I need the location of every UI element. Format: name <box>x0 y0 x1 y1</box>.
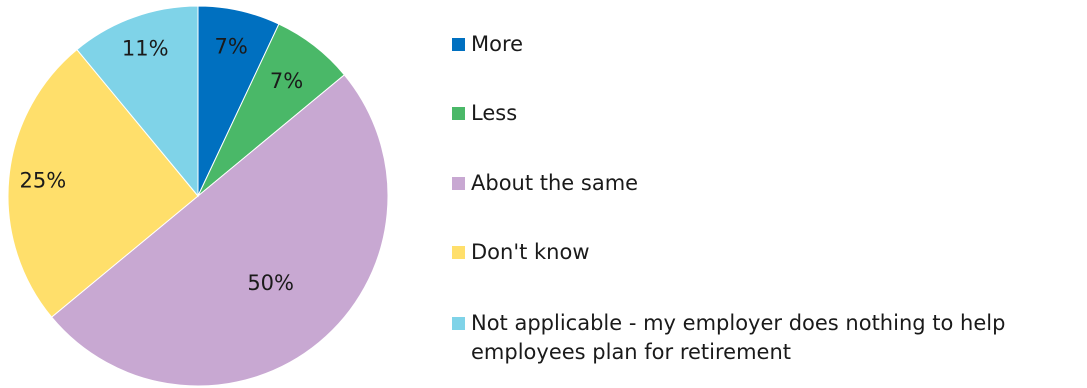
pie-chart: 7% 7% 50% 25% 11% <box>7 5 389 387</box>
legend-label-more: More <box>471 32 524 56</box>
data-label-don-t-know: 25% <box>20 168 67 192</box>
legend-swatch-about-the-same <box>452 177 465 190</box>
legend-swatch-less <box>452 107 465 120</box>
legend-swatch-not-applicable <box>452 317 465 330</box>
pie-slice-don-t-know <box>7 48 199 318</box>
data-label-not-applicable-my-employer-doe: 11% <box>122 36 169 60</box>
data-label-less: 7% <box>270 69 303 93</box>
legend-swatch-dont-know <box>452 246 465 259</box>
legend-item-dont-know: Don't know <box>452 238 1081 267</box>
legend-item-less: Less <box>452 99 1081 128</box>
legend-swatch-more <box>452 38 465 51</box>
pie-slice-not-applicable-my-employer-doe <box>76 5 199 198</box>
legend-item-not-applicable: Not applicable - my employer does nothin… <box>452 309 1081 367</box>
data-label-about-the-same: 50% <box>247 271 294 295</box>
legend-item-more: More <box>452 30 1081 59</box>
pie-slice-about-the-same <box>50 74 389 387</box>
legend-item-about-the-same: About the same <box>452 169 1081 198</box>
legend-label-about-the-same: About the same <box>471 171 639 195</box>
legend-label-dont-know: Don't know <box>471 240 590 264</box>
legend-label-not-applicable: Not applicable - my employer does nothin… <box>471 311 1006 364</box>
legend-label-less: Less <box>471 101 518 125</box>
data-label-more: 7% <box>214 35 247 59</box>
